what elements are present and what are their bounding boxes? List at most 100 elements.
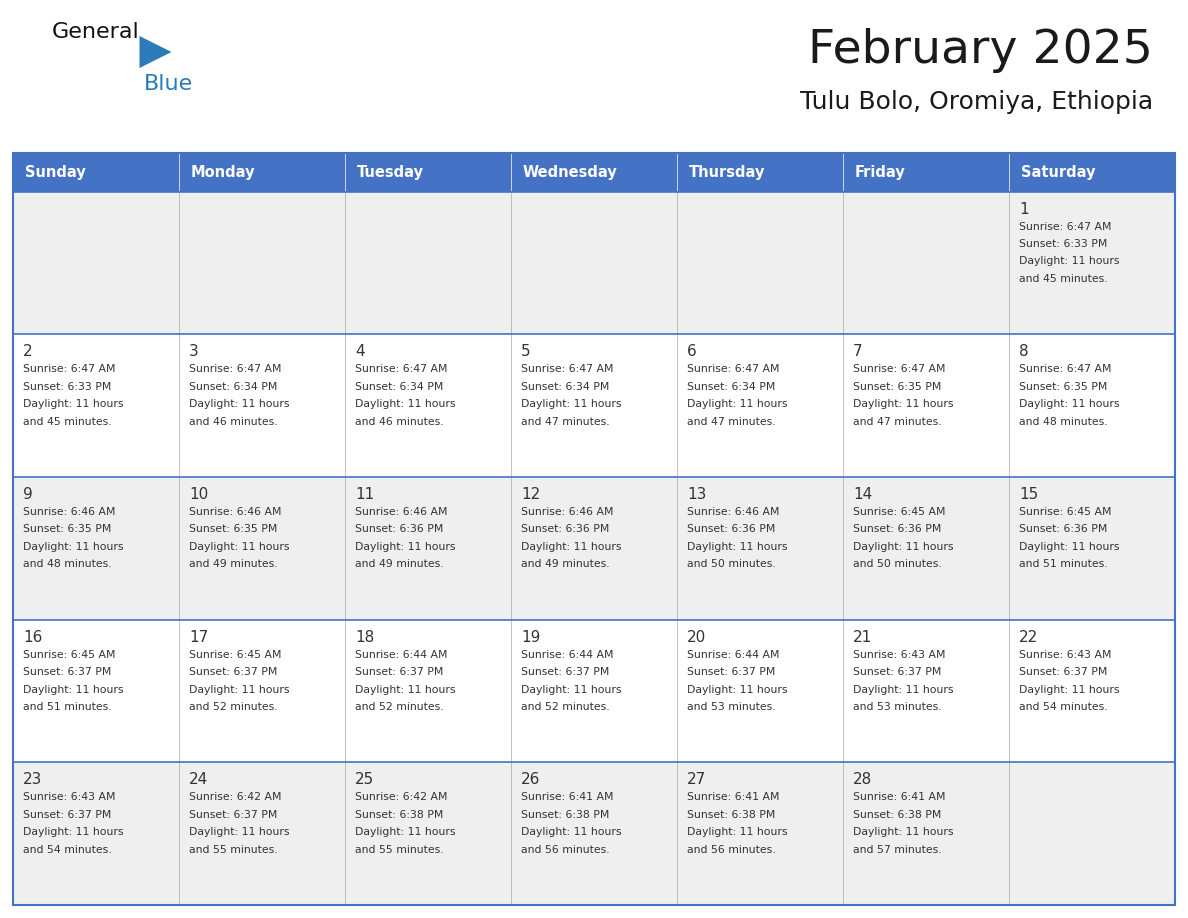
Text: Sunrise: 6:45 AM: Sunrise: 6:45 AM xyxy=(23,650,115,660)
Text: 24: 24 xyxy=(189,772,208,788)
Bar xyxy=(13,620,1175,762)
Bar xyxy=(179,153,345,192)
Text: Daylight: 11 hours: Daylight: 11 hours xyxy=(355,542,455,552)
Text: and 50 minutes.: and 50 minutes. xyxy=(687,559,776,569)
Text: and 54 minutes.: and 54 minutes. xyxy=(23,845,112,855)
Text: Daylight: 11 hours: Daylight: 11 hours xyxy=(1019,542,1119,552)
Bar xyxy=(13,153,179,192)
Text: Sunrise: 6:44 AM: Sunrise: 6:44 AM xyxy=(687,650,779,660)
Text: Monday: Monday xyxy=(191,164,255,180)
Text: Sunset: 6:33 PM: Sunset: 6:33 PM xyxy=(23,382,112,392)
Bar xyxy=(511,153,677,192)
Text: 26: 26 xyxy=(522,772,541,788)
Text: and 46 minutes.: and 46 minutes. xyxy=(355,417,443,427)
Text: 16: 16 xyxy=(23,630,43,644)
Text: Tulu Bolo, Oromiya, Ethiopia: Tulu Bolo, Oromiya, Ethiopia xyxy=(800,90,1154,114)
Bar xyxy=(1009,153,1175,192)
Text: Daylight: 11 hours: Daylight: 11 hours xyxy=(687,399,788,409)
Text: Daylight: 11 hours: Daylight: 11 hours xyxy=(687,542,788,552)
Text: and 45 minutes.: and 45 minutes. xyxy=(1019,274,1107,284)
Text: Sunrise: 6:42 AM: Sunrise: 6:42 AM xyxy=(189,792,282,802)
Text: Thursday: Thursday xyxy=(689,164,765,180)
Text: 12: 12 xyxy=(522,487,541,502)
Text: Daylight: 11 hours: Daylight: 11 hours xyxy=(23,685,124,695)
Text: Sunset: 6:36 PM: Sunset: 6:36 PM xyxy=(853,524,941,534)
Text: Blue: Blue xyxy=(144,74,192,94)
Text: Sunset: 6:33 PM: Sunset: 6:33 PM xyxy=(1019,239,1107,249)
Text: Sunset: 6:37 PM: Sunset: 6:37 PM xyxy=(355,667,443,677)
Text: Sunset: 6:34 PM: Sunset: 6:34 PM xyxy=(522,382,609,392)
Text: Daylight: 11 hours: Daylight: 11 hours xyxy=(355,827,455,837)
Text: Sunset: 6:37 PM: Sunset: 6:37 PM xyxy=(687,667,776,677)
Text: Sunset: 6:37 PM: Sunset: 6:37 PM xyxy=(1019,667,1107,677)
Text: 19: 19 xyxy=(522,630,541,644)
Text: Daylight: 11 hours: Daylight: 11 hours xyxy=(189,399,290,409)
Text: Daylight: 11 hours: Daylight: 11 hours xyxy=(522,827,621,837)
Text: Sunrise: 6:41 AM: Sunrise: 6:41 AM xyxy=(853,792,946,802)
Text: Sunset: 6:36 PM: Sunset: 6:36 PM xyxy=(687,524,776,534)
Text: Sunrise: 6:47 AM: Sunrise: 6:47 AM xyxy=(522,364,613,375)
Text: Sunrise: 6:46 AM: Sunrise: 6:46 AM xyxy=(687,507,779,517)
Text: Sunset: 6:37 PM: Sunset: 6:37 PM xyxy=(853,667,941,677)
Text: Sunrise: 6:43 AM: Sunrise: 6:43 AM xyxy=(1019,650,1112,660)
Text: and 52 minutes.: and 52 minutes. xyxy=(522,702,609,712)
Text: Sunrise: 6:43 AM: Sunrise: 6:43 AM xyxy=(853,650,946,660)
Text: Sunset: 6:34 PM: Sunset: 6:34 PM xyxy=(687,382,776,392)
Bar xyxy=(677,153,843,192)
Text: February 2025: February 2025 xyxy=(808,28,1154,73)
Text: and 46 minutes.: and 46 minutes. xyxy=(189,417,278,427)
Bar xyxy=(13,192,1175,334)
Text: and 47 minutes.: and 47 minutes. xyxy=(853,417,942,427)
Text: and 47 minutes.: and 47 minutes. xyxy=(522,417,609,427)
Text: Daylight: 11 hours: Daylight: 11 hours xyxy=(853,542,954,552)
Text: Daylight: 11 hours: Daylight: 11 hours xyxy=(189,685,290,695)
Text: Daylight: 11 hours: Daylight: 11 hours xyxy=(1019,399,1119,409)
Text: 23: 23 xyxy=(23,772,43,788)
Text: Daylight: 11 hours: Daylight: 11 hours xyxy=(189,542,290,552)
Text: Daylight: 11 hours: Daylight: 11 hours xyxy=(355,399,455,409)
Bar xyxy=(843,153,1009,192)
Text: 18: 18 xyxy=(355,630,374,644)
Text: 13: 13 xyxy=(687,487,707,502)
Text: Sunset: 6:35 PM: Sunset: 6:35 PM xyxy=(23,524,112,534)
Text: and 56 minutes.: and 56 minutes. xyxy=(687,845,776,855)
Bar xyxy=(13,762,1175,905)
Text: Daylight: 11 hours: Daylight: 11 hours xyxy=(853,685,954,695)
Polygon shape xyxy=(139,36,171,68)
Text: Sunrise: 6:47 AM: Sunrise: 6:47 AM xyxy=(23,364,115,375)
Text: Daylight: 11 hours: Daylight: 11 hours xyxy=(355,685,455,695)
Text: and 55 minutes.: and 55 minutes. xyxy=(189,845,278,855)
Text: Sunrise: 6:46 AM: Sunrise: 6:46 AM xyxy=(23,507,115,517)
Text: and 48 minutes.: and 48 minutes. xyxy=(1019,417,1107,427)
Text: and 55 minutes.: and 55 minutes. xyxy=(355,845,443,855)
Text: and 49 minutes.: and 49 minutes. xyxy=(522,559,609,569)
Text: Tuesday: Tuesday xyxy=(358,164,424,180)
Text: and 51 minutes.: and 51 minutes. xyxy=(1019,559,1107,569)
Text: Daylight: 11 hours: Daylight: 11 hours xyxy=(1019,685,1119,695)
Text: Sunrise: 6:45 AM: Sunrise: 6:45 AM xyxy=(1019,507,1112,517)
Text: Sunset: 6:37 PM: Sunset: 6:37 PM xyxy=(189,667,277,677)
Text: 8: 8 xyxy=(1019,344,1029,359)
Text: and 50 minutes.: and 50 minutes. xyxy=(853,559,942,569)
Text: Sunset: 6:36 PM: Sunset: 6:36 PM xyxy=(1019,524,1107,534)
Text: 10: 10 xyxy=(189,487,208,502)
Text: 1: 1 xyxy=(1019,201,1029,217)
Text: 4: 4 xyxy=(355,344,365,359)
Text: and 56 minutes.: and 56 minutes. xyxy=(522,845,609,855)
Bar xyxy=(345,153,511,192)
Text: Sunset: 6:37 PM: Sunset: 6:37 PM xyxy=(522,667,609,677)
Text: Sunrise: 6:46 AM: Sunrise: 6:46 AM xyxy=(189,507,282,517)
Text: 7: 7 xyxy=(853,344,862,359)
Text: 25: 25 xyxy=(355,772,374,788)
Text: Sunrise: 6:47 AM: Sunrise: 6:47 AM xyxy=(687,364,779,375)
Text: Daylight: 11 hours: Daylight: 11 hours xyxy=(1019,256,1119,266)
Text: and 57 minutes.: and 57 minutes. xyxy=(853,845,942,855)
Text: and 48 minutes.: and 48 minutes. xyxy=(23,559,112,569)
Text: Daylight: 11 hours: Daylight: 11 hours xyxy=(853,827,954,837)
Text: Sunrise: 6:47 AM: Sunrise: 6:47 AM xyxy=(853,364,946,375)
Text: and 53 minutes.: and 53 minutes. xyxy=(687,702,776,712)
Text: 6: 6 xyxy=(687,344,696,359)
Text: Sunset: 6:38 PM: Sunset: 6:38 PM xyxy=(687,810,776,820)
Text: Sunrise: 6:46 AM: Sunrise: 6:46 AM xyxy=(522,507,613,517)
Text: 27: 27 xyxy=(687,772,706,788)
